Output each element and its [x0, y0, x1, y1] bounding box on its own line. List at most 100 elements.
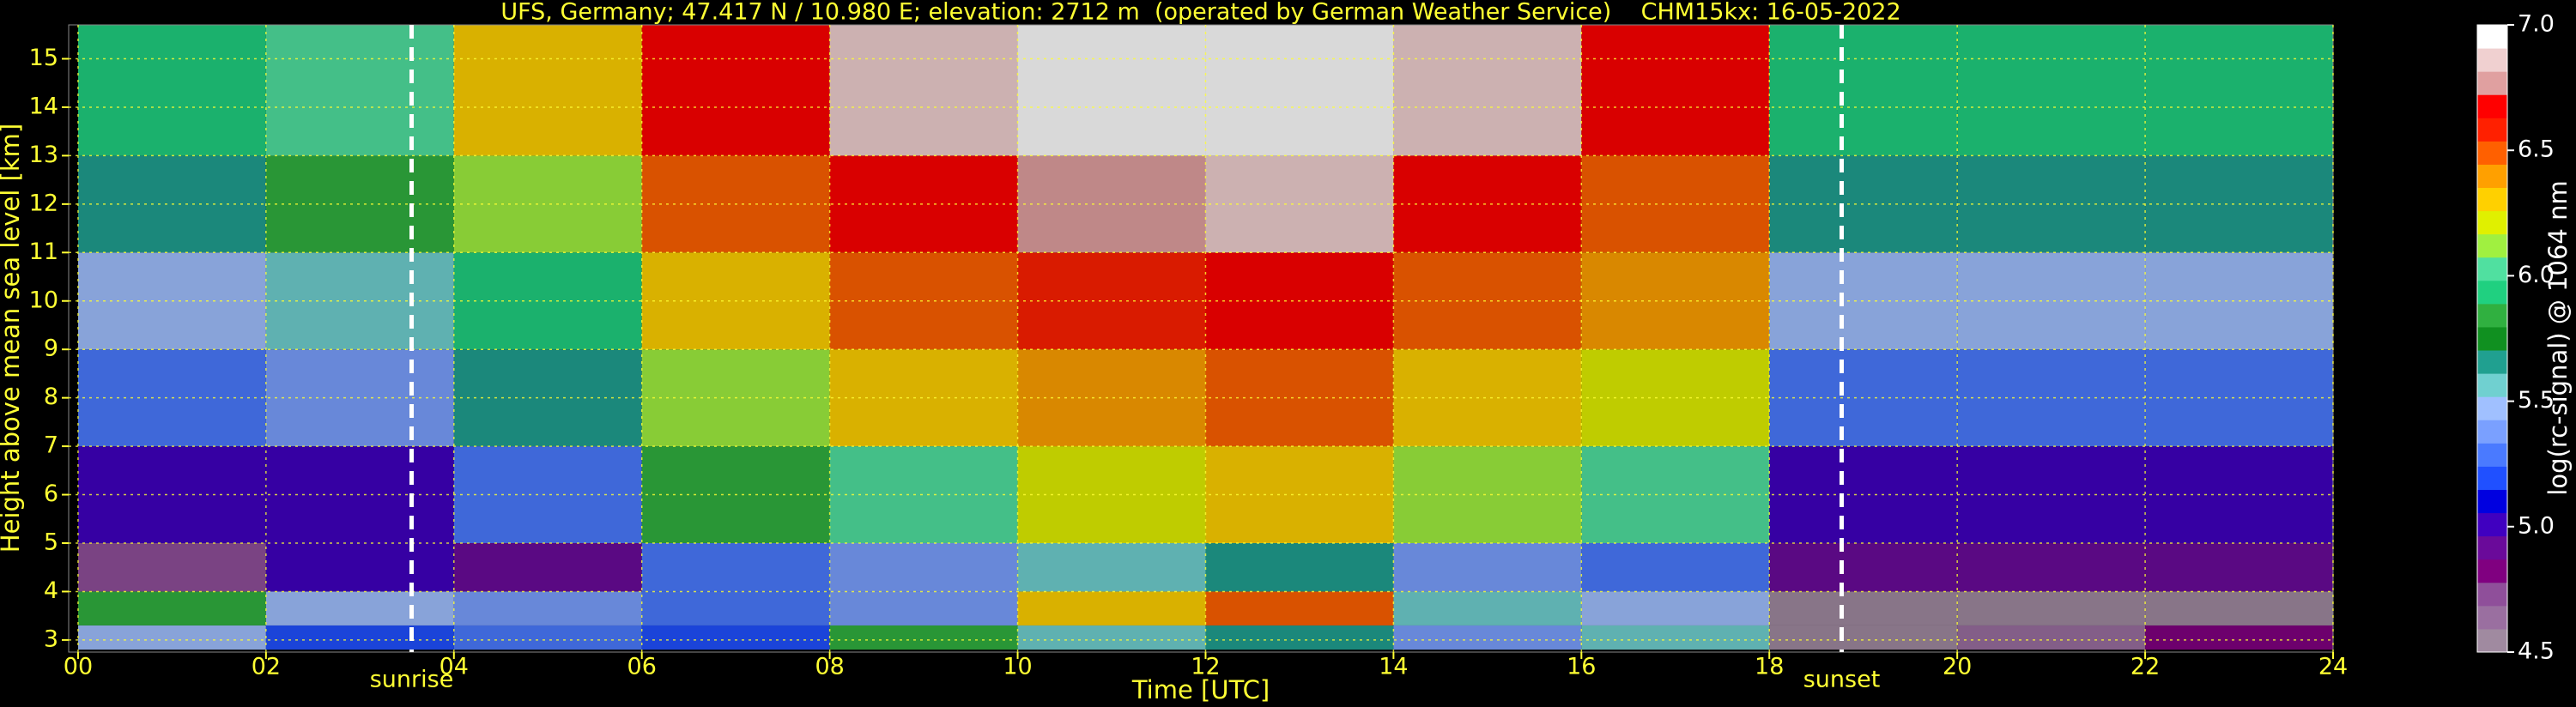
heatmap-cell: [265, 542, 454, 592]
colorbar-tick-label: 5.0: [2518, 512, 2555, 539]
heatmap-cell: [1393, 446, 1582, 543]
colorbar-swatch: [2477, 582, 2507, 607]
colorbar-swatch: [2477, 141, 2507, 165]
heatmap-cell: [1017, 446, 1206, 543]
heatmap-cell: [1205, 542, 1394, 592]
heatmap-cell: [1957, 446, 2146, 543]
plot-frame: [68, 24, 2334, 653]
heatmap-cell: [1581, 446, 1770, 543]
x-tick-label: 12: [1191, 654, 1220, 680]
y-tick-label: 3: [44, 625, 58, 652]
x-tick-label: 02: [252, 654, 281, 680]
y-tick-label: 9: [44, 335, 58, 362]
heatmap-cell: [265, 446, 454, 543]
heatmap-cell: [1017, 252, 1206, 350]
colorbar-swatch: [2477, 628, 2507, 653]
y-tick-label: 15: [29, 45, 58, 71]
heatmap-cell: [1769, 591, 1958, 625]
y-axis-label: Height above mean sea level [km]: [0, 124, 25, 553]
x-tick-label: 20: [1943, 654, 1972, 680]
colorbar-label: log(rc-signal) @ 1064 nm: [2543, 180, 2573, 495]
heatmap-cell: [1017, 349, 1206, 447]
heatmap-cell: [1957, 591, 2146, 625]
heatmap-cell: [1581, 542, 1770, 592]
x-tick-label: 22: [2131, 654, 2160, 680]
heatmap-cell: [1205, 591, 1394, 625]
colorbar-swatch: [2477, 489, 2507, 514]
x-tick-label: 18: [1755, 654, 1784, 680]
x-tick-label: 00: [64, 654, 93, 680]
heatmap-cell: [1205, 625, 1394, 650]
heatmap-cell: [1957, 25, 2146, 156]
colorbar-swatch: [2477, 303, 2507, 328]
heatmap-cell: [1581, 155, 1770, 253]
colorbar-swatch: [2477, 605, 2507, 630]
heatmap-cell: [453, 25, 642, 156]
heatmap-cell: [77, 25, 266, 156]
heatmap-cell: [829, 252, 1018, 350]
x-tick-label: 04: [439, 654, 469, 680]
heatmap-cell: [1393, 349, 1582, 447]
colorbar-swatch: [2477, 466, 2507, 490]
y-tick-label: 7: [44, 432, 58, 459]
heatmap-cell: [1205, 25, 1394, 156]
heatmap-cell: [453, 591, 642, 625]
heatmap-cell: [829, 25, 1018, 156]
colorbar-swatch: [2477, 25, 2507, 49]
heatmap-cell: [1393, 25, 1582, 156]
heatmap-cell: [1017, 591, 1206, 625]
y-tick-label: 11: [29, 239, 58, 265]
colorbar-swatch: [2477, 512, 2507, 537]
y-tick-label: 12: [29, 190, 58, 216]
x-tick-label: 08: [815, 654, 844, 680]
colorbar-tick-label: 6.5: [2518, 136, 2555, 163]
x-tick-label: 16: [1567, 654, 1596, 680]
x-tick-label: 06: [627, 654, 657, 680]
colorbar-swatch: [2477, 373, 2507, 397]
heatmap-cell: [641, 25, 830, 156]
colorbar-swatch: [2477, 210, 2507, 235]
x-tick-label: 14: [1379, 654, 1408, 680]
heatmap-cell: [1393, 591, 1582, 625]
heatmap-cell: [1957, 155, 2146, 253]
heatmap-cell: [1769, 542, 1958, 592]
heatmap-cell: [2145, 591, 2333, 625]
heatmap-cell: [1393, 542, 1582, 592]
heatmap-cell: [1017, 625, 1206, 650]
heatmap-cell: [265, 155, 454, 253]
heatmap-cell: [77, 625, 266, 650]
annotation-label: sunset: [1803, 667, 1881, 693]
heatmap-cell: [265, 591, 454, 625]
heatmap-cell: [77, 542, 266, 592]
colorbar-swatch: [2477, 350, 2507, 374]
heatmap-cell: [829, 542, 1018, 592]
heatmap-cell: [453, 625, 642, 650]
colorbar-swatch: [2477, 396, 2507, 420]
heatmap-cell: [1581, 252, 1770, 350]
heatmap-cell: [453, 349, 642, 447]
heatmap-cell: [265, 625, 454, 650]
y-tick-label: 8: [44, 384, 58, 410]
heatmap-cell: [265, 252, 454, 350]
colorbar-swatch: [2477, 326, 2507, 351]
chart-title: UFS, Germany; 47.417 N / 10.980 E; eleva…: [500, 0, 1900, 26]
colorbar-tick-label: 5.5: [2518, 387, 2555, 414]
x-axis-label: Time [UTC]: [1131, 675, 1270, 704]
colorbar-swatch: [2477, 94, 2507, 118]
heatmap-cell: [453, 446, 642, 543]
y-tick-label: 14: [29, 93, 58, 119]
y-tick-label: 10: [29, 287, 58, 313]
heatmap-cell: [641, 542, 830, 592]
heatmap-cell: [1581, 625, 1770, 650]
heatmap-cell: [641, 625, 830, 650]
heatmap-cell: [1017, 25, 1206, 156]
heatmap-cell: [1957, 542, 2146, 592]
x-tick-label: 24: [2318, 654, 2348, 680]
colorbar-swatch: [2477, 233, 2507, 258]
heatmap-cell: [1393, 252, 1582, 350]
heatmap-cell: [2145, 542, 2333, 592]
heatmap-cell: [829, 349, 1018, 447]
y-tick-label: 13: [29, 142, 58, 168]
heatmap-cell: [2145, 625, 2333, 650]
